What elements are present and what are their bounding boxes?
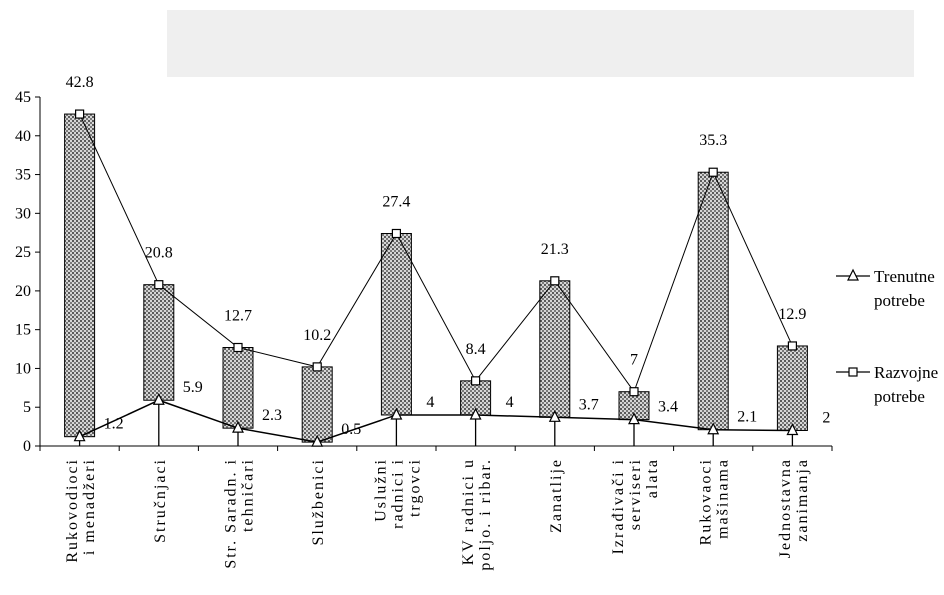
data-label-razvojne: 10.2: [303, 327, 331, 344]
legend-item-trenutne: Trenutne potrebe: [836, 267, 935, 310]
marker-trenutne: [469, 407, 482, 420]
series-markers: [73, 109, 799, 447]
category-label: Službenici: [310, 458, 327, 546]
marker-razvojne: [471, 376, 481, 386]
data-label-trenutne: 5.9: [183, 379, 203, 396]
data-label-trenutne: 3.4: [658, 399, 678, 416]
legend: Trenutne potrebe Razvojne potrebe: [836, 267, 938, 406]
range-bars: [64, 113, 808, 443]
legend-label: Razvojne: [874, 363, 938, 382]
y-tick-label: 30: [15, 205, 31, 222]
y-tick-label: 40: [15, 128, 31, 145]
data-label-razvojne: 7: [630, 352, 638, 369]
y-tick-label: 5: [23, 399, 31, 416]
category-label: Uslužni: [372, 458, 389, 522]
marker-trenutne: [628, 412, 640, 425]
data-label-trenutne: 2: [822, 409, 830, 426]
y-tick-label: 20: [15, 283, 31, 300]
data-label-trenutne: 2.3: [262, 407, 282, 424]
range-bar: [143, 284, 175, 401]
series-line-trenutne: [79, 399, 793, 443]
data-label-trenutne: 2.1: [737, 409, 757, 426]
marker-razvojne: [629, 387, 639, 397]
legend-label: potrebe: [874, 291, 925, 310]
data-label-razvojne: 21.3: [541, 241, 569, 258]
marker-razvojne: [233, 342, 243, 353]
category-label: tehničari: [240, 458, 257, 532]
title-banner-placeholder: [167, 10, 914, 77]
category-label: Jednostavna: [777, 458, 794, 558]
legend-label: potrebe: [874, 387, 925, 406]
marker-razvojne: [154, 280, 164, 290]
marker-trenutne: [232, 420, 244, 433]
legend-marker: [847, 268, 859, 281]
marker-razvojne: [74, 109, 85, 119]
data-label-razvojne: 35.3: [699, 132, 727, 149]
range-bar: [222, 347, 254, 429]
marker-razvojne: [550, 276, 560, 286]
data-label-razvojne: 12.7: [224, 308, 252, 325]
category-label: mašinama: [715, 458, 732, 539]
marker-trenutne: [707, 422, 720, 435]
data-label-trenutne: 4: [506, 394, 514, 411]
marker-razvojne: [708, 167, 718, 177]
category-label: alata: [644, 458, 661, 498]
data-label-trenutne: 1.2: [104, 416, 124, 433]
y-tick-label: 10: [15, 360, 31, 377]
legend-label: Trenutne: [874, 267, 935, 286]
category-label: serviseri: [627, 458, 644, 530]
legend-item-razvojne: Razvojne potrebe: [836, 363, 938, 406]
category-label: Rukovodioci: [64, 458, 81, 563]
data-label-trenutne: 0.5: [341, 421, 361, 438]
category-label: Stručnjaci: [152, 458, 169, 543]
data-label-razvojne: 42.8: [66, 74, 94, 91]
y-tick-label: 0: [23, 438, 31, 455]
marker-trenutne: [390, 407, 403, 420]
marker-razvojne: [312, 362, 322, 372]
y-tick-label: 35: [15, 167, 31, 184]
category-label: KV radnici u: [460, 458, 477, 565]
range-bar: [539, 280, 571, 418]
category-label: trgovci: [406, 458, 423, 517]
y-tick-label: 15: [15, 322, 31, 339]
category-label: radnici i: [389, 458, 406, 529]
data-label-razvojne: 27.4: [382, 193, 410, 210]
y-tick-label: 45: [15, 89, 31, 106]
data-label-trenutne: 4: [426, 394, 434, 411]
marker-trenutne: [786, 423, 799, 436]
series-line-razvojne: [79, 113, 793, 393]
data-labels: 42.8 1.2 20.8 5.9 12.7 2.3 10.2 0.5 27.4 4 8.4 4 21.…: [66, 74, 831, 438]
category-label: poljo. i ribar.: [477, 458, 494, 571]
legend-marker: [848, 367, 858, 377]
marker-razvojne: [787, 341, 798, 351]
range-bar: [64, 113, 96, 438]
category-label: Zanatlije: [548, 458, 565, 533]
y-tick-label: 25: [15, 244, 31, 261]
axes: 0 5 10 15 20 25 30 35 40 45: [15, 89, 833, 455]
category-label: zanimanja: [794, 458, 811, 542]
marker-razvojne: [391, 228, 401, 239]
series-lines: [78, 113, 794, 446]
range-bar: [776, 345, 808, 431]
range-bar: [380, 232, 412, 416]
marker-trenutne: [73, 429, 86, 442]
marker-trenutne: [152, 392, 165, 405]
range-bar: [301, 366, 333, 443]
data-label-razvojne: 12.9: [778, 306, 806, 323]
marker-trenutne: [548, 409, 561, 422]
category-label: Rukovaoci: [698, 458, 715, 545]
category-label: Str. Saradn. i: [223, 458, 240, 569]
category-labels: Rukovodioci i menadžeri Stručnjaci Str. Sar…: [64, 458, 811, 571]
category-label: Izrađivači i: [610, 458, 627, 554]
category-label: i menadžeri: [81, 458, 98, 555]
marker-trenutne: [311, 434, 324, 447]
data-label-razvojne: 8.4: [466, 341, 486, 358]
range-bar: [697, 171, 729, 431]
data-label-razvojne: 20.8: [145, 245, 173, 262]
data-label-trenutne: 3.7: [579, 396, 599, 413]
